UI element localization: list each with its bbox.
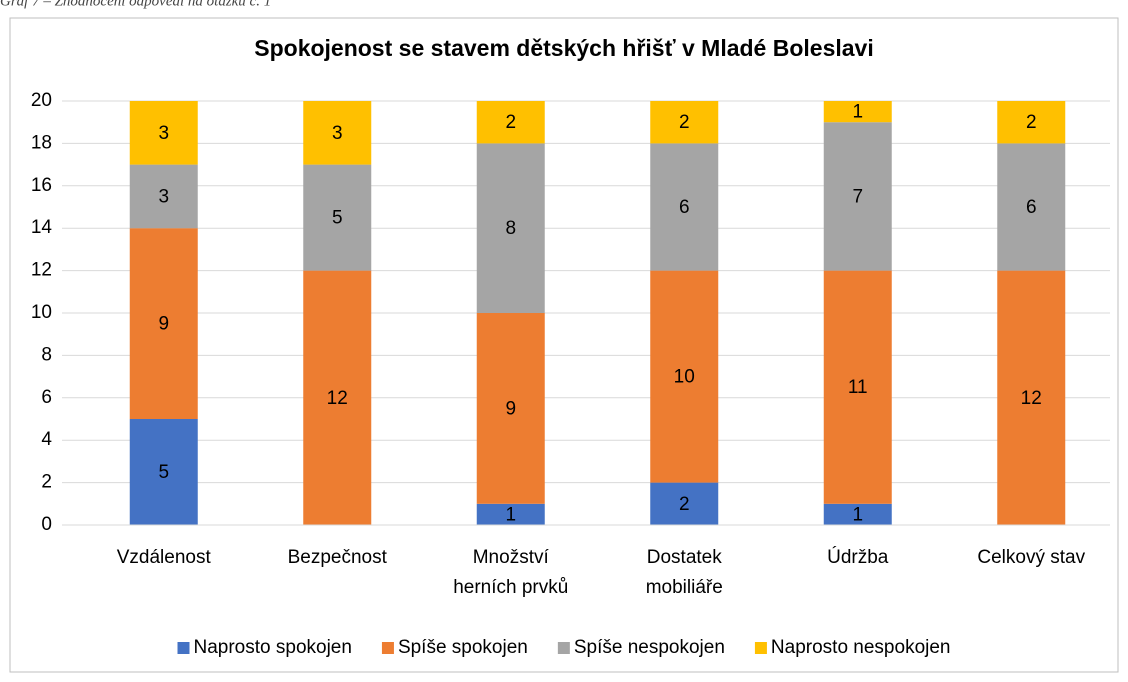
bar-segment [823, 503, 892, 525]
bar-segment [823, 270, 892, 504]
bar-segment [997, 143, 1066, 271]
bar-segment [476, 503, 545, 525]
bar-segment [476, 143, 545, 313]
x-tick-label: Vzdálenost [117, 547, 212, 568]
caption: Graf 7 – Zhodnocení odpovědí na otázku č… [0, 0, 271, 9]
data-label: 5 [332, 208, 343, 229]
y-tick-label: 0 [41, 514, 52, 535]
data-label: 7 [852, 186, 863, 207]
legend-swatch [381, 642, 394, 654]
bar-segment [650, 101, 719, 144]
data-label: 11 [848, 377, 868, 398]
y-tick-label: 8 [41, 344, 52, 365]
data-label: 1 [852, 102, 863, 123]
y-tick-label: 4 [41, 429, 52, 450]
y-tick-label: 18 [31, 132, 52, 153]
x-tick-label: Celkový stav [977, 547, 1085, 568]
bar-segment [650, 270, 719, 483]
bar-segment [476, 101, 545, 144]
data-label: 10 [674, 367, 695, 388]
y-tick-label: 14 [31, 217, 53, 238]
bar-segment [650, 143, 719, 271]
y-tick-label: 2 [41, 472, 52, 493]
bar-segment [129, 164, 198, 229]
data-label: 12 [1021, 388, 1042, 409]
x-tick-label: Bezpečnost [288, 547, 388, 568]
legend-swatch [754, 642, 767, 654]
y-tick-label: 20 [31, 90, 52, 111]
data-label: 8 [505, 218, 516, 239]
data-label: 12 [327, 388, 348, 409]
data-label: 1 [852, 504, 863, 525]
bar-segment [129, 419, 198, 525]
bar-segment [129, 228, 198, 419]
data-label: 2 [505, 112, 516, 133]
bar-segment [823, 101, 892, 123]
bar-segment [303, 270, 372, 525]
bar-segment [303, 101, 372, 165]
bar-segment [823, 122, 892, 271]
data-label: 6 [1026, 197, 1037, 218]
legend-swatch [557, 642, 570, 654]
data-label: 6 [679, 197, 690, 218]
data-label: 5 [158, 462, 169, 483]
x-tick-label: Množství herních prvků [453, 547, 568, 598]
bar-segment [303, 164, 372, 271]
x-tick-label: Údržba [827, 546, 889, 568]
legend-label: Naprosto nespokojen [771, 637, 951, 658]
chart-title: Spokojenost se stavem dětských hřišť v M… [254, 35, 873, 61]
bar-segment [650, 482, 719, 525]
legend-label: Naprosto spokojen [194, 637, 352, 658]
y-tick-label: 6 [41, 387, 52, 408]
data-label: 9 [505, 398, 516, 419]
bar-segment [997, 101, 1066, 144]
data-label: 2 [1026, 112, 1037, 133]
data-label: 1 [505, 504, 516, 525]
bar-segment [129, 101, 198, 165]
data-label: 9 [158, 314, 169, 335]
data-label: 3 [158, 186, 169, 207]
y-tick-label: 16 [31, 175, 52, 196]
data-label: 3 [158, 123, 169, 144]
data-label: 2 [679, 494, 690, 515]
legend: Naprosto spokojen Spíše spokojen Spíše nes… [177, 637, 951, 658]
bar-segment [997, 270, 1066, 525]
bar-segment [476, 313, 545, 504]
x-tick-label: Dostatek mobiliáře [646, 547, 723, 598]
data-label: 2 [679, 112, 690, 133]
y-tick-label: 12 [31, 260, 52, 281]
legend-label: Spíše nespokojen [574, 637, 725, 658]
y-tick-label: 10 [31, 302, 52, 323]
data-label: 3 [332, 123, 343, 144]
legend-label: Spíše spokojen [398, 637, 528, 658]
legend-swatch [177, 642, 190, 654]
